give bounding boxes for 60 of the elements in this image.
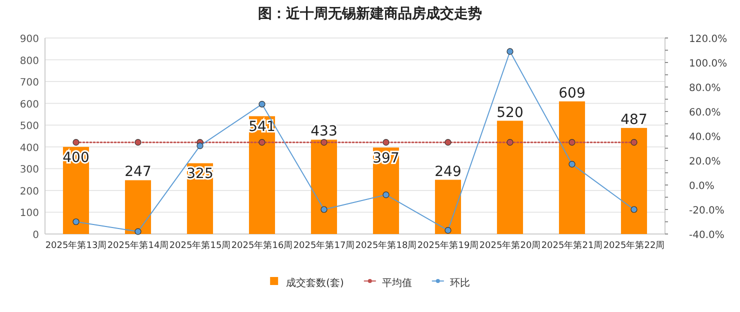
legend-label: 平均值	[382, 277, 412, 289]
point	[258, 100, 266, 108]
y-tick-label: 100	[20, 208, 39, 220]
point	[444, 227, 452, 234]
y2-tick-label: 80.0%	[689, 83, 721, 94]
x-tick-label: 2025年第18周	[355, 240, 417, 251]
point	[506, 48, 514, 55]
x-tick-label: 2025年第21周	[541, 240, 603, 251]
data-label: 400	[62, 150, 90, 166]
point	[630, 206, 638, 213]
point	[568, 160, 576, 168]
data-label: 541	[248, 119, 276, 136]
y-tick-label: 900	[20, 34, 39, 45]
point	[196, 142, 204, 150]
x-tick-label: 2025年第15周	[169, 240, 231, 251]
bar	[620, 128, 648, 234]
point	[134, 228, 142, 235]
legend-label: 环比	[450, 277, 470, 289]
y2-tick-label: 0.0%	[689, 181, 714, 192]
data-label: 487	[620, 112, 648, 128]
bar	[496, 120, 524, 234]
data-label: 247	[124, 164, 152, 180]
data-label: 325	[186, 166, 214, 182]
y-tick-label: 200	[20, 186, 39, 198]
y-tick-label: 800	[20, 56, 39, 67]
y-tick-label: 400	[20, 142, 39, 154]
y2-tick-label: 100.0%	[689, 58, 728, 70]
y2-tick-label: 120.0%	[689, 34, 728, 45]
y2-tick-label: 20.0%	[689, 156, 721, 168]
y-tick-label: 500	[20, 121, 39, 132]
data-label: 609	[558, 85, 586, 102]
x-tick-label: 2025年第22周	[603, 240, 665, 251]
y2-tick-label: -40.0%	[689, 230, 724, 241]
bar	[434, 180, 462, 234]
point	[72, 218, 80, 226]
data-label: 397	[372, 150, 400, 167]
legend-label: 成交套数(套)	[286, 277, 344, 289]
y-tick-label: 300	[20, 164, 39, 176]
y2-tick-label: 40.0%	[689, 132, 721, 143]
x-tick-label: 2025年第16周	[231, 240, 293, 251]
bar	[124, 180, 152, 234]
x-tick-label: 2025年第13周	[45, 240, 107, 251]
bar	[558, 101, 586, 234]
x-tick-label: 2025年第17周	[293, 240, 355, 251]
y-tick-label: 700	[20, 78, 39, 89]
point	[320, 206, 328, 213]
bar	[310, 140, 338, 234]
chart-title: 图：近十周无锡新建商品房成交走势	[258, 5, 482, 22]
y2-tick-label: -20.0%	[689, 206, 724, 216]
point	[382, 192, 390, 198]
x-tick-label: 2025年第14周	[107, 240, 169, 251]
y-tick-label: 0	[32, 230, 39, 241]
y2-tick-label: 60.0%	[689, 108, 721, 118]
data-label: 433	[310, 124, 338, 140]
x-tick-label: 2025年第19周	[417, 240, 479, 251]
data-label: 249	[434, 164, 462, 180]
y-tick-label: 600	[20, 99, 39, 110]
x-tick-label: 2025年第20周	[479, 240, 541, 251]
data-label: 520	[496, 104, 524, 121]
bar	[248, 116, 276, 234]
